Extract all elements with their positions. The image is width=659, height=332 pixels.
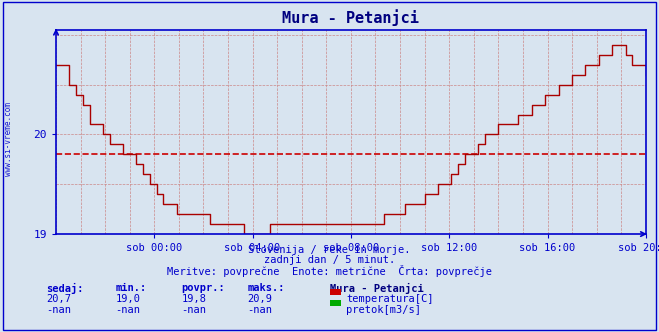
Text: -nan: -nan [247,305,272,315]
Text: Slovenija / reke in morje.: Slovenija / reke in morje. [248,245,411,255]
Text: min.:: min.: [115,283,146,293]
Text: pretok[m3/s]: pretok[m3/s] [346,305,421,315]
Text: temperatura[C]: temperatura[C] [346,294,434,304]
Text: povpr.:: povpr.: [181,283,225,293]
Text: sedaj:: sedaj: [46,283,84,294]
Text: 20,7: 20,7 [46,294,71,304]
Title: Mura - Petanjci: Mura - Petanjci [283,9,419,26]
Text: Mura - Petanjci: Mura - Petanjci [330,283,423,294]
Text: 19,0: 19,0 [115,294,140,304]
Text: 19,8: 19,8 [181,294,206,304]
Text: -nan: -nan [115,305,140,315]
Text: -nan: -nan [181,305,206,315]
Text: Meritve: povprečne  Enote: metrične  Črta: povprečje: Meritve: povprečne Enote: metrične Črta:… [167,265,492,277]
Text: -nan: -nan [46,305,71,315]
Text: www.si-vreme.com: www.si-vreme.com [4,103,13,176]
Text: maks.:: maks.: [247,283,285,293]
Text: zadnji dan / 5 minut.: zadnji dan / 5 minut. [264,255,395,265]
Text: 20,9: 20,9 [247,294,272,304]
